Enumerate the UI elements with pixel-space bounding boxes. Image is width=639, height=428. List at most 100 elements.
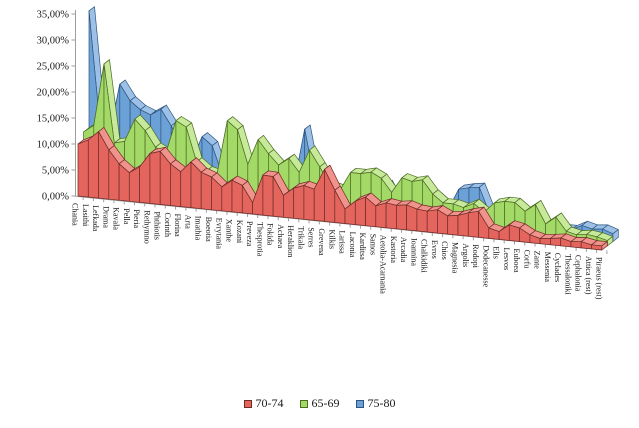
area-front-face: [77, 139, 89, 198]
x-axis-category-label: Laconia: [348, 232, 357, 258]
area-front-face: [128, 166, 140, 203]
x-axis-category-label: Lesvos: [502, 247, 511, 270]
x-axis-category-label: Chalkidiki: [420, 239, 429, 274]
x-axis-category-label: Lefkada: [91, 205, 100, 232]
x-axis-category-label: Trikala: [296, 226, 305, 249]
area-front-face: [406, 204, 418, 232]
x-axis-category-label: Piraeus (rest): [594, 257, 603, 300]
y-axis-tick-label: 10,00%: [37, 140, 70, 151]
x-axis-category-label: Evros: [430, 240, 439, 259]
area-front-face: [591, 244, 603, 251]
legend-swatch-70-74: [243, 399, 252, 408]
x-axis-category-label: Larissa: [338, 231, 347, 255]
area-front-face: [87, 131, 99, 199]
area-front-face: [570, 241, 582, 249]
x-axis-category-label: Grevena: [317, 228, 326, 256]
area-front-face: [231, 179, 243, 214]
legend-label-75-80: 75-80: [367, 396, 396, 410]
x-axis-category-label: Thesprotia: [255, 222, 264, 257]
x-axis-category-label: Preveza: [245, 221, 254, 247]
area-front-face: [550, 237, 562, 247]
legend-label-65-69: 65-69: [311, 396, 340, 410]
area-front-face: [170, 163, 182, 207]
x-axis-category-label: Dodecanesse: [481, 245, 490, 287]
area-front-face: [375, 202, 387, 229]
x-axis-category-label: Pella: [122, 208, 131, 224]
x-axis-category-label: Corfu: [522, 250, 531, 269]
y-axis-tick-label: 20,00%: [37, 88, 70, 99]
x-axis-labels: Chania Lasithi Lefkada Drama Kavala Pella Pier…: [71, 203, 604, 300]
x-axis-category-label: Zante: [533, 251, 542, 270]
x-axis-category-label: Xanthe: [225, 219, 234, 243]
x-axis-category-label: Cyclades: [553, 253, 562, 282]
x-axis-category-label: Phthiotis: [153, 211, 162, 239]
area-front-face: [200, 171, 212, 211]
area-front-face: [293, 185, 305, 220]
x-axis-category-label: Euboea: [512, 249, 521, 273]
area-front-face: [508, 224, 520, 242]
area-front-face: [447, 215, 459, 236]
x-axis-category-label: Fokida: [266, 223, 275, 246]
legend-swatch-75-80: [355, 399, 364, 408]
x-axis-category-label: Messenia: [543, 252, 552, 283]
area-front-face: [385, 202, 397, 230]
y-axis-tick-label: 5,00%: [42, 166, 69, 177]
x-axis-category-label: Argolis: [461, 243, 470, 267]
x-axis-category-label: Chios: [440, 241, 449, 260]
x-axis-category-label: Rethymno: [142, 210, 151, 243]
x-axis-category-label: Arta: [183, 215, 192, 230]
area-front-face: [426, 209, 438, 234]
legend-item-70-74: 70-74: [243, 396, 284, 411]
x-axis-category-label: Attica (rest): [584, 256, 593, 295]
series-70-74: [77, 127, 608, 251]
x-axis-category-label: Elis: [492, 246, 501, 258]
x-axis-category-label: Samos: [368, 234, 377, 255]
area-front-face: [262, 174, 274, 217]
x-axis-category-label: Kilkis: [327, 229, 336, 249]
area-front-face: [354, 196, 366, 227]
legend-label-70-74: 70-74: [255, 396, 284, 410]
y-axis-tick-label: 15,00%: [37, 114, 70, 125]
legend: 70-74 65-69 75-80: [0, 396, 639, 411]
x-axis-category-label: Cephalonia: [574, 255, 583, 292]
x-axis-category-label: Chania: [71, 203, 80, 226]
x-axis-category-label: Serres: [307, 227, 316, 247]
x-axis-category-label: Corinth: [163, 213, 172, 237]
area-front-face: [149, 151, 161, 205]
x-axis-category-label: Rodopi: [471, 244, 480, 268]
x-axis-category-label: Drama: [101, 206, 110, 228]
x-axis-category-label: Achaea: [276, 224, 285, 248]
x-axis-category-label: Kozani: [235, 220, 244, 244]
legend-swatch-65-69: [299, 399, 308, 408]
series-layer: [77, 6, 619, 251]
x-axis-category-label: Magnesia: [450, 242, 459, 274]
y-axis-tick-label: 0,00%: [42, 192, 69, 203]
y-axis-labels: 35,00% 30,00% 25,00% 20,00% 15,00% 10,00% 5,00…: [37, 10, 70, 203]
y-axis-tick-label: 35,00%: [37, 10, 70, 21]
area-front-face: [539, 238, 551, 246]
x-axis-category-label: Kavala: [112, 207, 121, 230]
x-axis-category-label: Imathia: [194, 216, 203, 241]
x-axis-category-label: Aetolia-Acarnania: [379, 235, 388, 295]
area-front-face: [396, 204, 407, 231]
x-axis-category-label: Boeotia: [204, 217, 213, 242]
area-front-face: [467, 210, 479, 238]
x-axis-category-label: Heraklion: [286, 225, 295, 257]
x-axis-category-label: Thessaloniki: [563, 254, 572, 296]
x-axis-category-label: Karditsa: [358, 233, 367, 261]
area-front-face: [416, 208, 428, 233]
legend-item-75-80: 75-80: [355, 396, 396, 411]
x-axis-category-label: Ioannina: [409, 238, 418, 266]
x-axis-category-label: Evrytania: [214, 218, 223, 250]
x-axis-category-label: Arcadia: [399, 237, 408, 263]
x-axis-category-label: Pieria: [132, 209, 141, 228]
x-axis-category-label: Kastoria: [389, 236, 398, 264]
area-front-face: [457, 212, 469, 237]
x-axis-category-label: Florina: [173, 214, 182, 238]
y-axis-tick-label: 25,00%: [37, 62, 70, 73]
area-front-face: [303, 185, 315, 221]
legend-item-65-69: 65-69: [299, 396, 340, 411]
y-axis-tick-label: 30,00%: [37, 36, 70, 47]
